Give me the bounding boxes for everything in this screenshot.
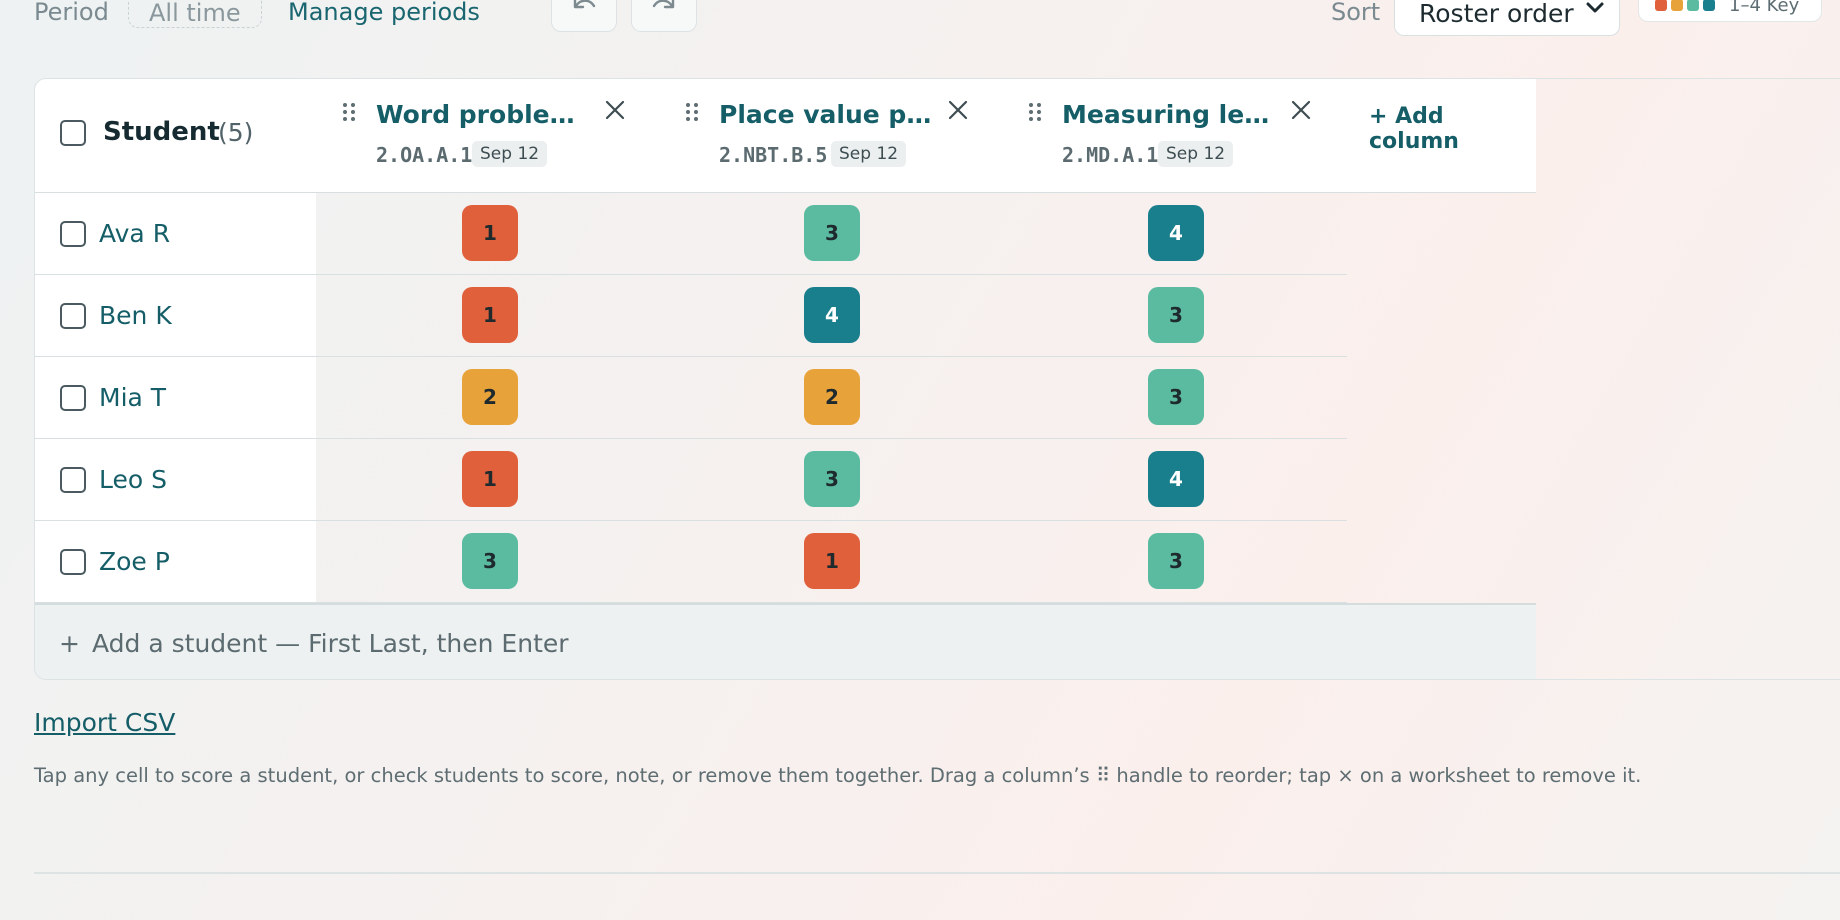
table-row: Mia T 2 2 3 [35,357,1536,439]
drag-handle-icon[interactable] [1028,101,1042,123]
sort-select[interactable]: Roster order [1394,0,1620,36]
gradebook-table: Student (5) Word problems ... 2.OA.A.1 S… [34,78,1840,680]
student-name[interactable]: Zoe P [99,547,170,576]
score-cell[interactable]: 1 [462,205,518,261]
drag-handle-icon[interactable] [342,101,356,123]
table-header: Student (5) Word problems ... 2.OA.A.1 S… [35,79,1536,193]
column-standard: 2.MD.A.1 [1062,143,1159,167]
score-cells: 1 3 4 [316,193,1347,275]
chevron-down-icon [1586,2,1604,13]
redo-button[interactable] [631,0,697,32]
key-swatch-1 [1655,0,1667,11]
column-date: Sep 12 [1158,141,1234,167]
manage-periods-link[interactable]: Manage periods [288,0,480,26]
row-checkbox[interactable] [60,221,86,247]
name-cell: Ava R [35,193,316,275]
column-title[interactable]: Word problems ... [376,100,596,129]
close-icon[interactable] [947,99,969,121]
row-checkbox[interactable] [60,467,86,493]
undo-button[interactable] [551,0,617,32]
period-label: Period [34,0,109,26]
score-cell[interactable]: 2 [804,369,860,425]
key-swatch-4 [1703,0,1715,11]
name-cell: Leo S [35,439,316,521]
student-count: (5) [218,118,254,147]
row-checkbox[interactable] [60,303,86,329]
add-student-placeholder: Add a student — First Last, then Enter [92,629,569,658]
student-name[interactable]: Mia T [99,383,167,412]
help-text: Tap any cell to score a student, or chec… [34,764,1642,787]
score-cells: 1 4 3 [316,275,1347,357]
add-student-input[interactable]: + Add a student — First Last, then Enter [35,603,1536,679]
student-column-header: Student [103,117,220,147]
key-label: 1–4 Key [1729,0,1800,16]
score-cell[interactable]: 1 [462,451,518,507]
column-standard: 2.NBT.B.5 [719,143,828,167]
key-swatch-2 [1671,0,1683,11]
score-cell[interactable]: 1 [804,533,860,589]
name-cell: Ben K [35,275,316,357]
row-checkbox[interactable] [60,549,86,575]
column-standard: 2.OA.A.1 [376,143,473,167]
column-header-1: Word problems ... 2.OA.A.1 Sep 12 [342,79,672,193]
student-name[interactable]: Leo S [99,465,167,494]
column-header-3: Measuring leng... 2.MD.A.1 Sep 12 [1028,79,1358,193]
close-icon[interactable] [1290,99,1312,121]
score-cell[interactable]: 3 [1148,533,1204,589]
close-icon[interactable] [604,99,626,121]
student-name[interactable]: Ben K [99,301,172,330]
score-cell[interactable]: 3 [1148,369,1204,425]
student-name[interactable]: Ava R [99,219,171,248]
column-title[interactable]: Place value pra... [719,100,939,129]
score-cells: 2 2 3 [316,357,1347,439]
key-swatch-3 [1687,0,1699,11]
undo-icon [573,0,596,9]
score-cell[interactable]: 4 [804,287,860,343]
sort-value: Roster order [1419,0,1574,28]
drag-handle-icon[interactable] [685,101,699,123]
table-row: Zoe P 3 1 3 [35,521,1536,603]
score-cell[interactable]: 3 [804,205,860,261]
score-cell[interactable]: 1 [462,287,518,343]
score-cell[interactable]: 4 [1148,205,1204,261]
redo-icon [652,0,675,9]
select-all-checkbox[interactable] [60,120,86,146]
add-column-button[interactable]: + Add column [1369,104,1459,154]
name-cell: Mia T [35,357,316,439]
import-csv-link[interactable]: Import CSV [34,708,176,737]
score-cell[interactable]: 3 [462,533,518,589]
table-row: Ava R 1 3 4 [35,193,1536,275]
row-checkbox[interactable] [60,385,86,411]
divider [34,872,1840,874]
name-cell: Zoe P [35,521,316,603]
plus-icon: + [59,629,80,658]
score-cells: 3 1 3 [316,521,1347,603]
column-title[interactable]: Measuring leng... [1062,100,1282,129]
column-date: Sep 12 [831,141,907,167]
period-select[interactable]: All time [128,0,262,28]
score-cell[interactable]: 4 [1148,451,1204,507]
column-header-2: Place value pra... 2.NBT.B.5 Sep 12 [685,79,1015,193]
score-cell[interactable]: 3 [804,451,860,507]
table-row: Ben K 1 4 3 [35,275,1536,357]
toolbar: Period All time Manage periods Sort Rost… [34,0,1840,42]
table-row: Leo S 1 3 4 [35,439,1536,521]
column-date: Sep 12 [472,141,548,167]
score-cell[interactable]: 2 [462,369,518,425]
score-cells: 1 3 4 [316,439,1347,521]
sort-label: Sort [1331,0,1381,26]
score-cell[interactable]: 3 [1148,287,1204,343]
score-key-button[interactable]: 1–4 Key [1638,0,1822,22]
